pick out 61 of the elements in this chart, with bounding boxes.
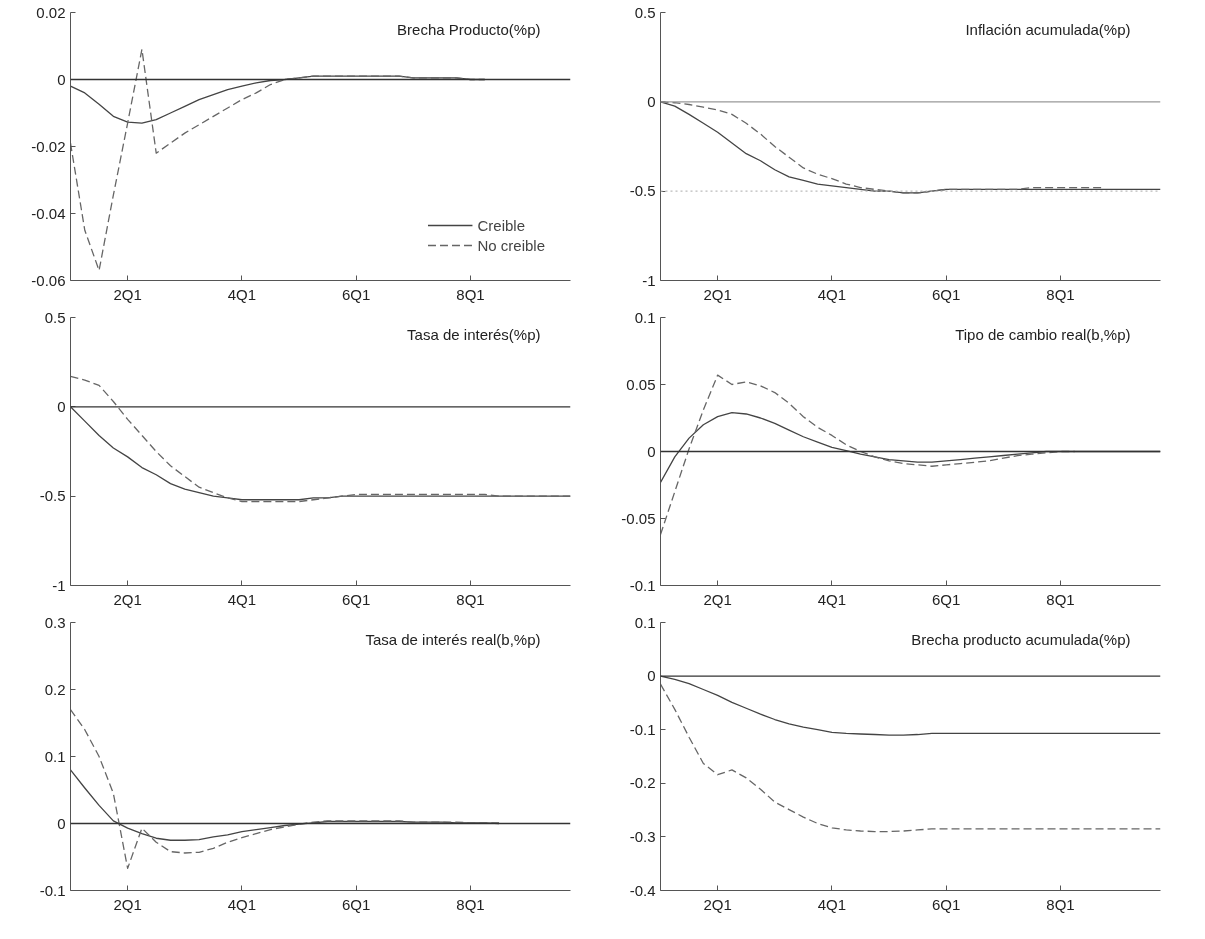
y-tick-label: 0 — [57, 814, 66, 832]
y-tick-label: 0.5 — [634, 3, 656, 21]
text: Inflación acumulada(%p) — [965, 20, 1131, 38]
y-tick-label: 0 — [57, 397, 66, 415]
x-tick-label: 6Q1 — [932, 895, 961, 913]
y-tick-label: 0 — [647, 667, 656, 685]
x-tick-label: 2Q1 — [113, 285, 142, 303]
y-tick-label: 0.02 — [36, 3, 66, 21]
x-tick-label: 6Q1 — [342, 285, 371, 303]
text: Brecha producto acumulada(%p) — [911, 630, 1131, 648]
x-tick-label: 4Q1 — [227, 590, 257, 608]
y-tick-label: -0.05 — [621, 509, 656, 527]
x-tick-label: 8Q1 — [1046, 895, 1075, 913]
x-tick-label: 8Q1 — [456, 590, 485, 608]
y-tick-label: -1 — [52, 576, 66, 594]
legend-label: No creible — [477, 236, 545, 254]
y-tick-label: -0.4 — [629, 881, 656, 899]
x-tick-label: 4Q1 — [227, 285, 257, 303]
y-tick-label: 0 — [647, 92, 656, 110]
y-tick-label: -0.5 — [39, 487, 66, 505]
text: Tasa de interés(%p) — [407, 325, 541, 343]
y-tick-label: -0.5 — [629, 182, 656, 200]
x-tick-label: 6Q1 — [932, 285, 961, 303]
y-tick-label: 0.1 — [634, 613, 656, 631]
x-tick-label: 2Q1 — [113, 590, 142, 608]
x-tick-label: 6Q1 — [342, 895, 371, 913]
x-tick-label: 8Q1 — [1046, 285, 1075, 303]
x-tick-label: 8Q1 — [456, 285, 485, 303]
y-tick-label: 0.5 — [44, 308, 66, 326]
x-tick-label: 6Q1 — [932, 590, 961, 608]
legend-label: Creible — [477, 216, 525, 234]
y-tick-label: -0.2 — [629, 774, 656, 792]
y-tick-label: -0.3 — [629, 827, 656, 845]
x-tick-label: 2Q1 — [703, 285, 732, 303]
y-tick-label: -0.06 — [31, 271, 66, 289]
x-tick-label: 2Q1 — [113, 895, 142, 913]
x-tick-label: 4Q1 — [227, 895, 257, 913]
x-tick-label: 8Q1 — [1046, 590, 1075, 608]
y-tick-label: -0.04 — [31, 204, 66, 222]
x-tick-label: 4Q1 — [817, 590, 847, 608]
x-tick-label: 6Q1 — [342, 590, 371, 608]
y-tick-label: 0.05 — [626, 375, 656, 393]
x-tick-label: 4Q1 — [817, 895, 847, 913]
y-tick-label: 0.3 — [44, 613, 66, 631]
y-tick-label: -0.1 — [629, 720, 656, 738]
y-tick-label: 0.1 — [634, 308, 656, 326]
y-tick-label: 0 — [57, 70, 66, 88]
x-tick-label: 4Q1 — [817, 285, 847, 303]
y-tick-label: 0.1 — [44, 747, 66, 765]
x-tick-label: 2Q1 — [703, 895, 732, 913]
y-tick-label: -1 — [642, 271, 656, 289]
text: Tipo de cambio real(b,%p) — [955, 325, 1131, 343]
text: Tasa de interés real(b,%p) — [365, 630, 541, 648]
y-tick-label: -0.02 — [31, 137, 66, 155]
x-tick-label: 2Q1 — [703, 590, 732, 608]
y-tick-label: -0.1 — [629, 576, 656, 594]
y-tick-label: 0.2 — [44, 680, 66, 698]
text: Brecha Producto(%p) — [397, 20, 541, 38]
y-tick-label: 0 — [647, 442, 656, 460]
x-tick-label: 8Q1 — [456, 895, 485, 913]
y-tick-label: -0.1 — [39, 881, 66, 899]
